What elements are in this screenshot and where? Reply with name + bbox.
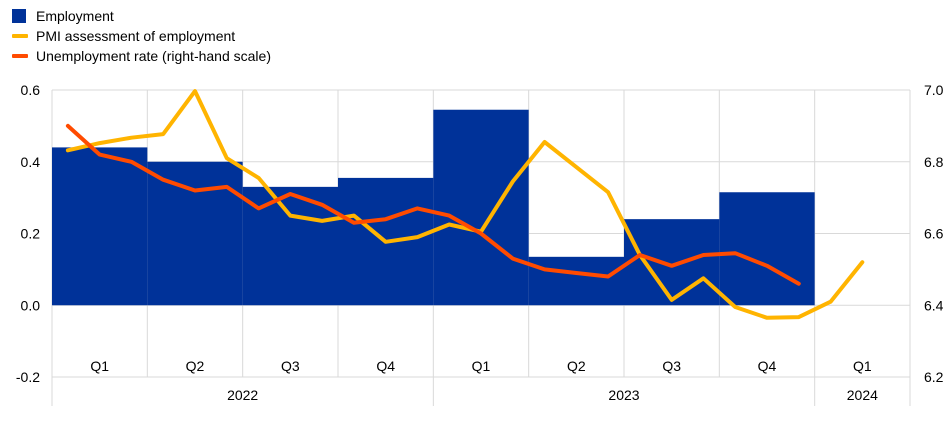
- chart-legend: Employment PMI assessment of employment …: [12, 6, 271, 66]
- employment-bar: [624, 219, 720, 306]
- employment-bar: [528, 256, 624, 306]
- left-tick-label: 0.2: [21, 226, 41, 242]
- quarter-label: Q1: [90, 358, 109, 374]
- pmi-line: [65, 89, 865, 320]
- quarter-label: Q2: [186, 358, 205, 374]
- left-tick-label: -0.2: [16, 369, 40, 385]
- legend-label-employment: Employment: [36, 8, 114, 24]
- legend-item-employment: Employment: [12, 6, 271, 26]
- quarter-label: Q4: [376, 358, 395, 374]
- right-tick-label: 6.6: [924, 226, 944, 242]
- right-tick-label: 7.0: [924, 82, 944, 98]
- left-tick-label: 0.6: [21, 82, 41, 98]
- legend-item-pmi: PMI assessment of employment: [12, 26, 271, 46]
- unemployment-rate-line: [65, 123, 801, 286]
- quarter-label: Q3: [281, 358, 300, 374]
- legend-swatch-pmi: [12, 34, 28, 38]
- year-label: 2023: [608, 387, 639, 403]
- left-tick-label: 0.4: [21, 154, 41, 170]
- quarter-label: Q4: [758, 358, 777, 374]
- employment-bar: [433, 109, 529, 306]
- left-tick-label: 0.0: [21, 297, 41, 313]
- quarter-label: Q1: [853, 358, 872, 374]
- legend-label-pmi: PMI assessment of employment: [36, 28, 236, 44]
- left-axis-ticks: -0.2 0.0 0.2 0.4 0.6: [16, 82, 40, 385]
- quarter-label: Q2: [567, 358, 586, 374]
- employment-bar: [719, 192, 815, 306]
- legend-swatch-unemployment: [12, 54, 28, 58]
- employment-bar: [147, 161, 243, 306]
- right-tick-label: 6.2: [924, 369, 944, 385]
- legend-swatch-employment: [12, 9, 26, 23]
- year-label: 2022: [227, 387, 258, 403]
- x-axis-quarters: Q1 Q2 Q3 Q4 Q1 Q2 Q3 Q4 Q1: [90, 358, 872, 374]
- legend-label-unemployment: Unemployment rate (right-hand scale): [36, 48, 271, 64]
- year-label: 2024: [847, 387, 878, 403]
- legend-item-unemployment: Unemployment rate (right-hand scale): [12, 46, 271, 66]
- quarter-label: Q1: [472, 358, 491, 374]
- quarter-label: Q3: [662, 358, 681, 374]
- right-tick-label: 6.8: [924, 154, 944, 170]
- employment-bar: [52, 147, 148, 306]
- x-axis-years: 2022 2023 2024: [51, 377, 911, 406]
- right-tick-label: 6.4: [924, 297, 944, 313]
- right-axis-ticks: 6.2 6.4 6.6 6.8 7.0: [924, 82, 944, 385]
